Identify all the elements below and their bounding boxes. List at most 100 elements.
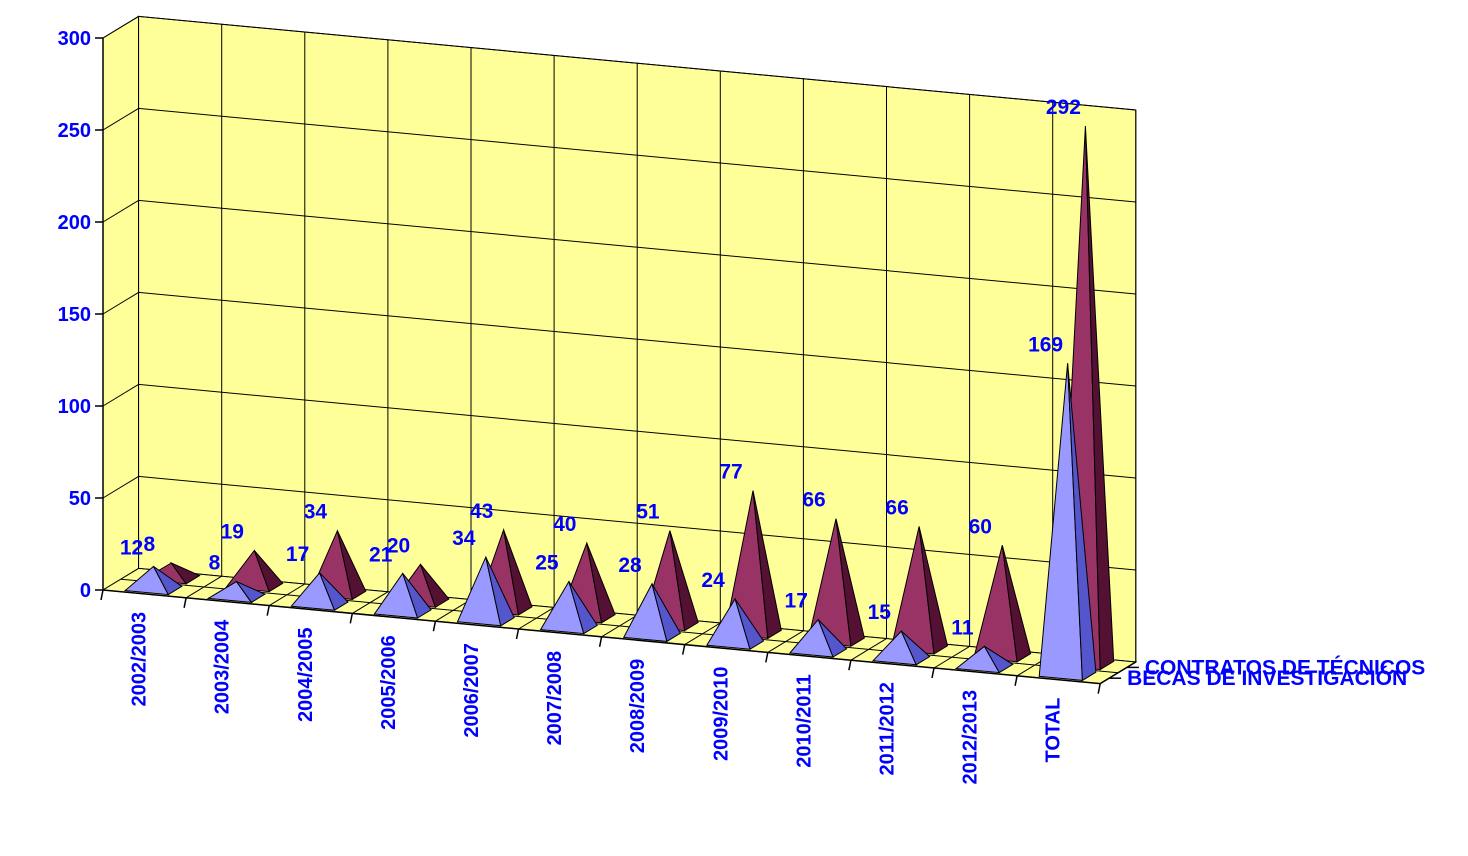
- x-tick-label: 2008/2009: [627, 659, 649, 754]
- pyramid-side-face: [319, 572, 349, 611]
- pyramid-side-face: [485, 556, 515, 627]
- pyramid-side-face: [918, 526, 949, 655]
- y-tick-label: 250: [58, 120, 91, 142]
- data-label: 66: [885, 497, 908, 520]
- data-label: 34: [304, 501, 328, 524]
- data-label: 34: [452, 527, 476, 550]
- x-tick: [515, 628, 520, 640]
- pyramid-becas: [705, 597, 765, 650]
- pyramid-side-face: [420, 563, 450, 608]
- y-tick-label: 0: [80, 580, 91, 602]
- pyramid-becas: [539, 580, 598, 635]
- x-tick-label: 2006/2007: [461, 643, 483, 738]
- x-tick-label: TOTAL: [1043, 698, 1065, 763]
- x-tick-label: 2009/2010: [710, 667, 732, 762]
- pyramid-side-face: [336, 530, 367, 601]
- pyramid-becas: [954, 645, 1014, 674]
- data-label: 28: [618, 554, 642, 577]
- data-label: 25: [535, 552, 559, 575]
- pyramid-marks: [123, 126, 1115, 682]
- x-tick: [1097, 683, 1101, 694]
- pyramid-becas: [123, 565, 183, 596]
- data-label: 20: [387, 534, 410, 557]
- x-tick: [681, 644, 686, 655]
- data-label: 8: [143, 533, 155, 556]
- gridlines: [102, 15, 1137, 685]
- legend-entry: BECAS DE INVESTIGACIÓN: [1127, 666, 1407, 690]
- pyramid-becas: [290, 571, 349, 611]
- x-tick: [848, 660, 852, 671]
- pyramid-side-face: [983, 645, 1014, 674]
- data-label: 17: [286, 543, 309, 566]
- pyramid-becas: [456, 555, 515, 627]
- pyramid-becas: [373, 572, 432, 619]
- x-tick-label: 2011/2012: [876, 682, 898, 775]
- pyramid-side-face: [734, 598, 765, 650]
- data-label: 24: [701, 569, 725, 592]
- pyramid-side-face: [402, 572, 432, 619]
- x-tick-label: 2012/2013: [960, 690, 982, 785]
- pyramid-becas: [788, 618, 848, 658]
- pyramid-side-face: [651, 583, 682, 643]
- data-label: 60: [969, 515, 992, 538]
- x-tick-label: 2007/2008: [544, 651, 566, 746]
- data-label: 66: [802, 489, 825, 512]
- data-label: 12: [120, 536, 143, 559]
- pyramid-side-face: [835, 518, 865, 648]
- x-tick: [1014, 675, 1018, 686]
- data-label: 19: [221, 521, 244, 544]
- data-label: 77: [719, 461, 742, 484]
- pyramid-side-face: [586, 542, 616, 624]
- data-label: 21: [369, 543, 393, 566]
- x-tick: [432, 621, 437, 632]
- data-label: 169: [1028, 333, 1063, 356]
- x-tick-label: 2004/2005: [295, 628, 317, 723]
- pyramid-side-face: [503, 529, 533, 616]
- pyramid-contratos: [890, 526, 949, 655]
- data-label: 43: [470, 500, 493, 523]
- pyramid-side-face: [1084, 126, 1115, 671]
- pyramid-side-face: [1067, 363, 1097, 682]
- x-tick-label: 2003/2004: [212, 619, 234, 714]
- data-label: 40: [553, 513, 576, 536]
- x-tick: [931, 667, 935, 679]
- pyramid-side-face: [568, 581, 598, 635]
- pyramid-side-face: [169, 561, 201, 585]
- y-tick-label: 200: [58, 212, 91, 234]
- x-tick: [183, 597, 187, 608]
- pyramid-side-face: [752, 490, 782, 640]
- x-tick-label: 2005/2006: [378, 635, 400, 730]
- pyramid-becas: [1038, 363, 1097, 682]
- data-label: 292: [1046, 96, 1081, 119]
- depth-axis-line: [1099, 661, 1137, 685]
- x-tick: [266, 605, 270, 616]
- x-tick-label: 2002/2003: [129, 612, 151, 707]
- x-tick: [100, 589, 104, 601]
- pyramid-side-face: [1001, 545, 1032, 663]
- pyramid-side-face: [669, 530, 699, 632]
- x-tick: [598, 636, 603, 647]
- data-label: 17: [785, 590, 808, 613]
- pyramid-side-face: [900, 630, 931, 666]
- pyramid-side-face: [153, 565, 183, 596]
- pyramid-becas: [871, 630, 931, 666]
- x-tick: [765, 652, 769, 663]
- data-label: 11: [951, 616, 974, 639]
- x-tick: [349, 613, 354, 624]
- y-tick-label: 150: [58, 304, 91, 326]
- pyramid-becas: [622, 582, 682, 643]
- pyramid-becas: [206, 580, 266, 604]
- y-tick-label: 300: [58, 28, 91, 50]
- pyramid-side-face: [253, 550, 284, 593]
- data-label: 8: [209, 552, 221, 575]
- legend-entry: CONTRATOS DE TÉCNICOS: [1145, 656, 1425, 679]
- pyramid-side-face: [235, 580, 266, 604]
- x-axis: 2002/2003 2003/2004 2004/2005 2005/2006 2006…: [100, 589, 1101, 785]
- floor-gridline: [120, 578, 1119, 674]
- pyramid-side-face: [817, 619, 848, 658]
- y-tick-label: 100: [58, 396, 91, 418]
